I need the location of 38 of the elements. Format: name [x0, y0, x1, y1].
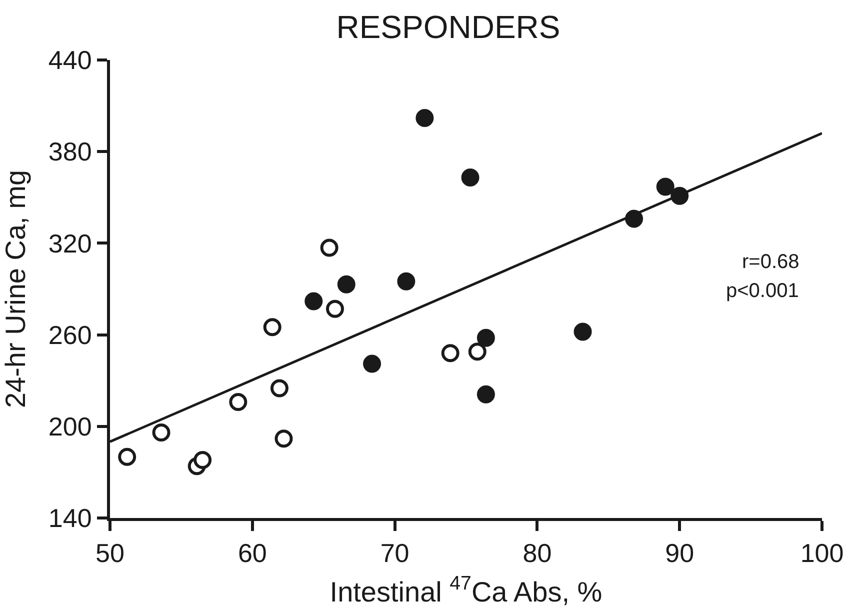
point: [476, 385, 495, 404]
point: [363, 354, 382, 373]
annotation: r=0.68: [742, 251, 800, 273]
point: [416, 109, 434, 128]
y-tick-label: 260: [48, 320, 92, 350]
point: [468, 342, 486, 361]
point: [441, 344, 460, 362]
y-tick-label: 320: [48, 228, 92, 258]
x-tick-label: 100: [800, 538, 844, 568]
point: [320, 238, 338, 257]
point: [304, 292, 323, 310]
point: [397, 272, 416, 290]
chart-title: RESPONDERS: [336, 8, 560, 45]
x-tick-label: 90: [665, 538, 694, 568]
x-axis-title: Intestinal $^{47}$Ca Abs, %: [330, 572, 602, 608]
point: [152, 424, 170, 442]
x-tick-label: 70: [380, 538, 410, 568]
point: [461, 168, 480, 187]
x-tick-label: 60: [238, 538, 267, 568]
y-axis-title: 24-hr Urine Ca, mg: [0, 170, 32, 408]
point: [656, 178, 674, 196]
point: [270, 379, 288, 398]
x-tick-label: 50: [96, 538, 124, 568]
point: [574, 322, 592, 341]
point: [326, 300, 344, 318]
y-tick-label: 140: [48, 503, 92, 534]
point: [263, 318, 282, 336]
point: [337, 275, 356, 294]
x-tick-label: 80: [522, 538, 552, 568]
y-tick-label: 440: [48, 45, 92, 76]
annotation: p<0.001: [726, 280, 799, 302]
point: [229, 392, 248, 411]
point: [476, 328, 495, 347]
y-tick-label: 380: [48, 136, 92, 167]
point: [274, 430, 293, 448]
y-tick-label: 200: [48, 412, 92, 442]
point: [118, 448, 136, 466]
point: [194, 450, 212, 469]
